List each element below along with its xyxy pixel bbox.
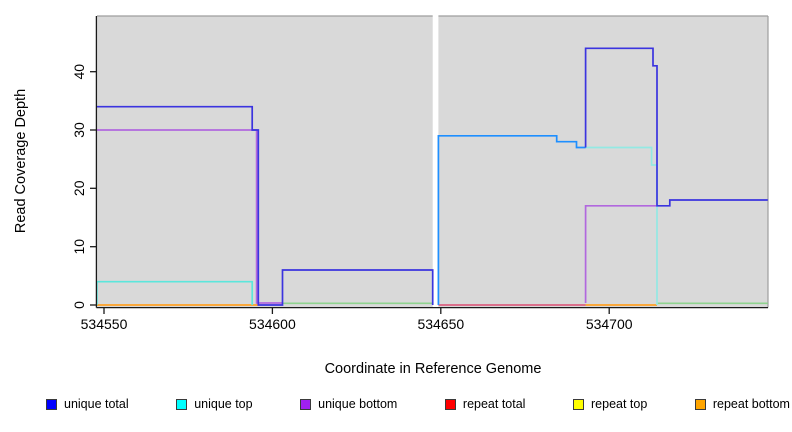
legend-swatch-unique-total bbox=[46, 398, 57, 410]
coverage-gap-region bbox=[432, 15, 439, 308]
x-axis-label: Coordinate in Reference Genome bbox=[324, 361, 542, 377]
chart-canvas: 0 10 20 30 40 534550 534600 534650 534700 bbox=[71, 15, 769, 332]
x-tick-label: 534550 bbox=[81, 316, 128, 332]
y-tick-label: 30 bbox=[71, 122, 87, 138]
legend-swatch-repeat-bottom bbox=[694, 398, 706, 410]
series-unique-bottom-line bbox=[584, 204, 657, 303]
legend-swatch-repeat-total bbox=[444, 398, 456, 410]
series-unique-total-line bbox=[584, 47, 768, 207]
legend-label: repeat top bbox=[591, 397, 648, 411]
x-tick-label: 534700 bbox=[586, 316, 633, 332]
legend-label: unique bottom bbox=[318, 397, 398, 411]
legend-item-repeat-bottom: repeat bottom bbox=[694, 397, 790, 411]
legend-item-repeat-top: repeat top bbox=[573, 397, 647, 411]
legend-item-unique-total: unique total bbox=[46, 397, 129, 411]
y-tick-label: 0 bbox=[71, 301, 87, 309]
series-unique-total-line bbox=[96, 105, 434, 306]
series-unique-total-line bbox=[437, 134, 586, 305]
x-tick-label: 534650 bbox=[417, 316, 464, 332]
series-unique-top-line bbox=[585, 146, 658, 305]
plot-area bbox=[97, 16, 768, 308]
y-tick-label: 10 bbox=[71, 239, 87, 255]
y-tick-label: 40 bbox=[71, 64, 87, 80]
legend: unique total unique top unique bottom repea… bbox=[0, 397, 792, 411]
legend-label: unique total bbox=[64, 397, 129, 411]
y-tick-label: 20 bbox=[71, 180, 87, 196]
legend-item-unique-bottom: unique bottom bbox=[300, 397, 397, 411]
legend-swatch-repeat-top bbox=[573, 398, 584, 410]
y-axis-label: Read Coverage Depth bbox=[13, 88, 29, 234]
legend-label: repeat bottom bbox=[712, 397, 790, 411]
legend-item-unique-top: unique top bbox=[176, 397, 253, 411]
x-tick-label: 534600 bbox=[249, 316, 296, 332]
series-unique-bottom-line bbox=[96, 129, 283, 304]
legend-swatch-unique-bottom bbox=[300, 398, 312, 410]
legend-swatch-unique-top bbox=[176, 398, 188, 410]
legend-item-repeat-total: repeat total bbox=[444, 397, 526, 411]
legend-label: unique top bbox=[194, 397, 253, 411]
legend-label: repeat total bbox=[462, 397, 526, 411]
